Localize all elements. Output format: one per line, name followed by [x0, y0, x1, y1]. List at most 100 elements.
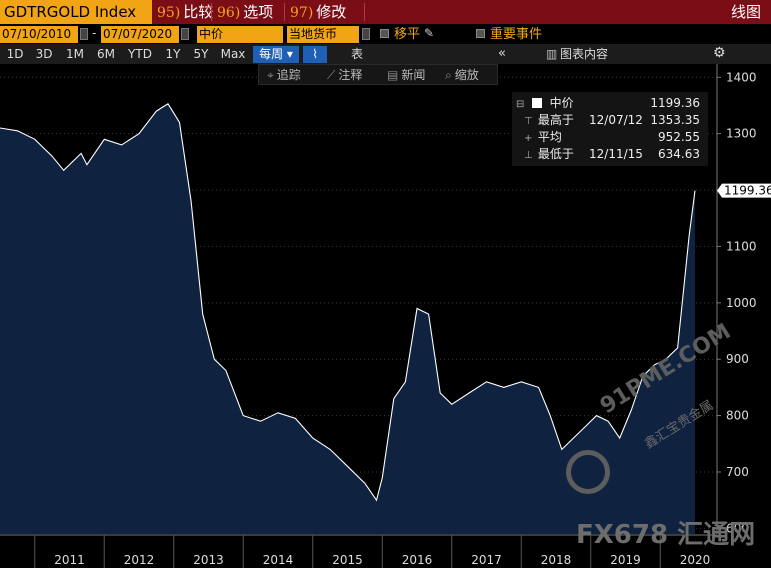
series-swatch	[531, 98, 542, 108]
y-tick-label: 900	[726, 352, 749, 366]
range-max[interactable]: Max	[220, 47, 246, 61]
y-tick-label: 1100	[726, 239, 757, 253]
crosshair-icon: ⌖	[267, 68, 274, 82]
menu-compare-label: 比较	[183, 3, 214, 21]
y-tick-label: 1300	[726, 127, 757, 141]
y-tick-label: 700	[726, 465, 749, 479]
y-tick-label: 1400	[726, 70, 757, 84]
move-checkbox[interactable]	[380, 29, 389, 38]
collapse-icon[interactable]: ⊟	[516, 99, 525, 110]
gear-icon[interactable]: ⚙	[713, 45, 726, 61]
x-tick-label: 2018	[541, 553, 572, 567]
last-value-label: 1199.36	[724, 184, 771, 198]
low-label: 最低于	[537, 147, 574, 161]
x-axis-band	[0, 535, 771, 568]
events-checkbox[interactable]	[476, 29, 485, 38]
settings-bar: 07/10/2010 - 07/07/2020 中价 当地货币 移平 ✎ 重要事…	[0, 24, 771, 44]
price-line	[0, 103, 696, 502]
date-dash: -	[92, 26, 97, 40]
menu-compare-number: 95)	[157, 5, 181, 21]
high-value: 1353.35	[650, 113, 700, 127]
news-label: 新闻	[401, 68, 426, 82]
news-icon: ▤	[387, 68, 399, 82]
end-date-field[interactable]: 07/07/2020	[101, 26, 179, 43]
range-1m[interactable]: 1M	[66, 47, 84, 61]
line-chart-icon[interactable]: ⌇	[303, 46, 327, 63]
menu-edit-label: 修改	[316, 3, 347, 21]
last-value-marker	[717, 183, 771, 198]
chart-content-label[interactable]: 图表内容	[560, 47, 609, 61]
legend-average: + 平均 952.55	[516, 129, 704, 146]
low-value: 634.63	[658, 147, 700, 161]
y-tick-label: 800	[726, 409, 749, 423]
calendar-icon[interactable]	[80, 28, 88, 40]
range-5y[interactable]: 5Y	[193, 47, 209, 61]
menu-compare[interactable]: 95) 比较	[157, 0, 213, 24]
annotate-tool[interactable]: ⟋ 注释	[327, 67, 362, 83]
ticker-label[interactable]: GDTRGOLD Index	[0, 0, 152, 24]
chart-type-label[interactable]: 线图	[730, 3, 761, 21]
events-label: 重要事件	[490, 27, 543, 42]
legend-box: ⊟ 中价 1199.36 ⊤ 最高于 12/07/12 1353.35 + 平均…	[512, 92, 708, 166]
menu-edit-number: 97)	[290, 5, 314, 21]
watermark-logo-icon	[566, 450, 610, 494]
menu-separator	[284, 3, 285, 21]
double-chevron-left-icon[interactable]: «	[498, 46, 506, 61]
magnifier-icon: ⌕	[445, 68, 452, 82]
average-value: 952.55	[658, 130, 700, 144]
x-tick-label: 2017	[471, 553, 502, 567]
currency-select[interactable]: 当地货币	[287, 26, 359, 43]
zoom-tool[interactable]: ⌕ 缩放	[445, 67, 479, 83]
low-marker-icon: ⊥	[524, 150, 533, 161]
y-tick-label: 600	[726, 521, 749, 535]
series-name: 中价	[549, 96, 574, 110]
x-tick-label: 2012	[124, 553, 155, 567]
high-date: 12/07/12	[589, 113, 643, 127]
menu-separator	[364, 3, 365, 21]
x-tick-label: 2020	[680, 553, 711, 567]
high-marker-icon: ⊤	[524, 116, 533, 127]
range-ytd[interactable]: YTD	[128, 47, 152, 61]
legend-series: ⊟ 中价 1199.36	[516, 95, 704, 112]
range-1y[interactable]: 1Y	[165, 47, 181, 61]
track-tool[interactable]: ⌖ 追踪	[267, 67, 301, 83]
zoom-label: 缩放	[454, 68, 479, 82]
move-label: 移平	[394, 27, 421, 42]
frequency-select[interactable]: 每周 ▾	[253, 46, 299, 63]
x-tick-label: 2011	[54, 553, 85, 567]
y-tick-label: 1000	[726, 296, 757, 310]
menu-separator	[211, 3, 212, 21]
pencil-icon[interactable]: ✎	[424, 26, 435, 40]
chevron-down-icon[interactable]	[362, 28, 370, 40]
x-tick-label: 2019	[610, 553, 641, 567]
x-tick-label: 2013	[193, 553, 224, 567]
menu-options[interactable]: 96) 选项	[217, 0, 273, 24]
x-tick-label: 2015	[332, 553, 363, 567]
range-3d[interactable]: 3D	[35, 47, 53, 61]
watermark-site2: FX678 汇通网	[576, 520, 756, 550]
high-label: 最高于	[537, 113, 574, 127]
start-date-field[interactable]: 07/10/2010	[0, 26, 78, 43]
x-tick-label: 2016	[402, 553, 433, 567]
price-area	[0, 103, 695, 535]
pencil-icon: ⟋	[327, 68, 336, 82]
news-tool[interactable]: ▤ 新闻	[387, 67, 425, 83]
series-value: 1199.36	[650, 96, 700, 110]
calendar-icon[interactable]	[181, 28, 189, 40]
menu-options-label: 选项	[243, 3, 274, 21]
annotate-label: 注释	[338, 68, 363, 82]
range-6m[interactable]: 6M	[97, 47, 115, 61]
menu-options-number: 96)	[217, 5, 241, 21]
x-tick-label: 2014	[263, 553, 294, 567]
low-date: 12/11/15	[589, 147, 643, 161]
price-field-select[interactable]: 中价	[197, 26, 283, 43]
range-1d[interactable]: 1D	[6, 47, 24, 61]
panel-icon: ▥	[546, 47, 558, 61]
menu-edit[interactable]: 97) 修改	[290, 0, 346, 24]
table-button[interactable]: 表	[350, 47, 363, 61]
frequency-label: 每周	[259, 47, 284, 61]
average-label: 平均	[537, 130, 562, 144]
legend-high: ⊤ 最高于 12/07/12 1353.35	[516, 112, 704, 129]
legend-low: ⊥ 最低于 12/11/15 634.63	[516, 146, 704, 163]
track-label: 追踪	[276, 68, 301, 82]
